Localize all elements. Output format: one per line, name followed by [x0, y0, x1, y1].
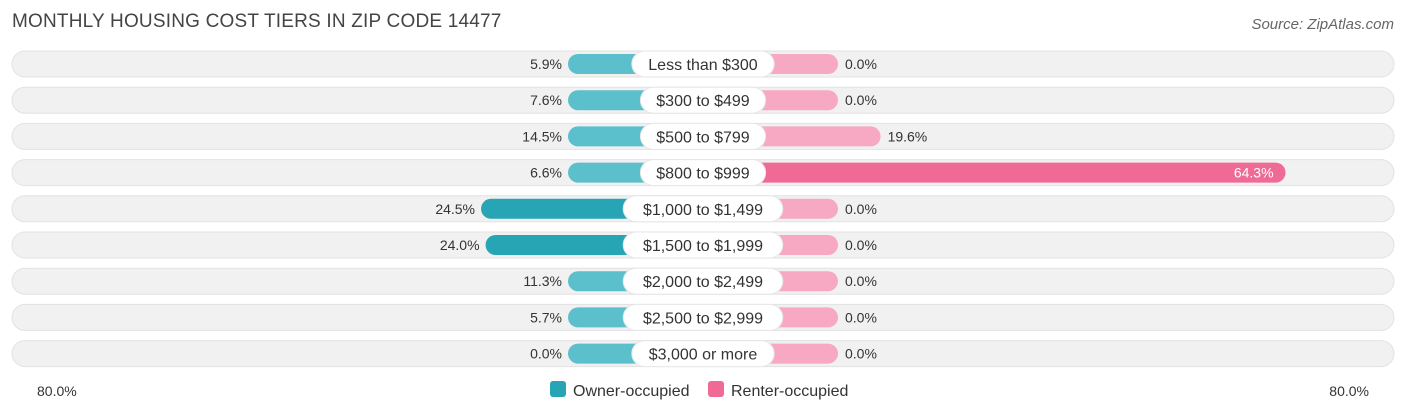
legend-swatch-owner	[550, 381, 566, 397]
owner-value-label: 0.0%	[530, 346, 562, 362]
category-label: Less than $300	[648, 57, 758, 74]
renter-value-label: 19.6%	[888, 128, 928, 144]
owner-value-label: 24.5%	[435, 201, 475, 217]
category-pill	[622, 231, 784, 259]
legend-label-renter: Renter-occupied	[731, 383, 848, 400]
renter-value-label: 0.0%	[845, 92, 877, 108]
renter-value-label: 0.0%	[845, 201, 877, 217]
owner-value-label: 11.3%	[523, 273, 562, 289]
renter-value-label: 0.0%	[845, 309, 877, 325]
category-label: $1,500 to $1,999	[643, 238, 763, 255]
renter-bar	[703, 162, 1286, 183]
category-pill	[622, 267, 784, 295]
category-label: $2,500 to $2,999	[643, 310, 763, 327]
chart-source: Source: ZipAtlas.com	[1251, 16, 1394, 33]
category-label: $300 to $499	[656, 93, 750, 110]
renter-value-label: 0.0%	[845, 346, 877, 362]
category-pill	[631, 50, 775, 78]
chart-title: MONTHLY HOUSING COST TIERS IN ZIP CODE 1…	[12, 11, 502, 32]
owner-value-label: 5.9%	[530, 56, 562, 72]
axis-label-right: 80.0%	[1329, 383, 1369, 399]
category-label: $2,000 to $2,499	[643, 274, 763, 291]
owner-value-label: 24.0%	[440, 237, 480, 253]
category-label: $3,000 or more	[649, 347, 758, 364]
renter-value-label: 0.0%	[845, 237, 877, 253]
renter-value-label: 0.0%	[845, 273, 877, 289]
renter-value-label: 0.0%	[845, 56, 877, 72]
owner-value-label: 5.7%	[530, 309, 562, 325]
legend-label-owner: Owner-occupied	[573, 383, 690, 400]
legend-swatch-renter	[708, 381, 724, 397]
owner-value-label: 7.6%	[530, 92, 562, 108]
renter-value-label: 64.3%	[1234, 165, 1274, 181]
category-label: $1,000 to $1,499	[643, 202, 763, 219]
category-label: $800 to $999	[656, 166, 750, 183]
axis-label-left: 80.0%	[37, 383, 77, 399]
category-pill	[622, 303, 784, 331]
category-pill	[639, 122, 767, 150]
owner-value-label: 14.5%	[522, 128, 562, 144]
category-pill	[639, 86, 767, 114]
category-pill	[622, 195, 784, 223]
owner-value-label: 6.6%	[530, 165, 562, 181]
category-pill	[639, 159, 767, 187]
category-label: $500 to $799	[656, 129, 750, 146]
category-pill	[631, 340, 775, 368]
